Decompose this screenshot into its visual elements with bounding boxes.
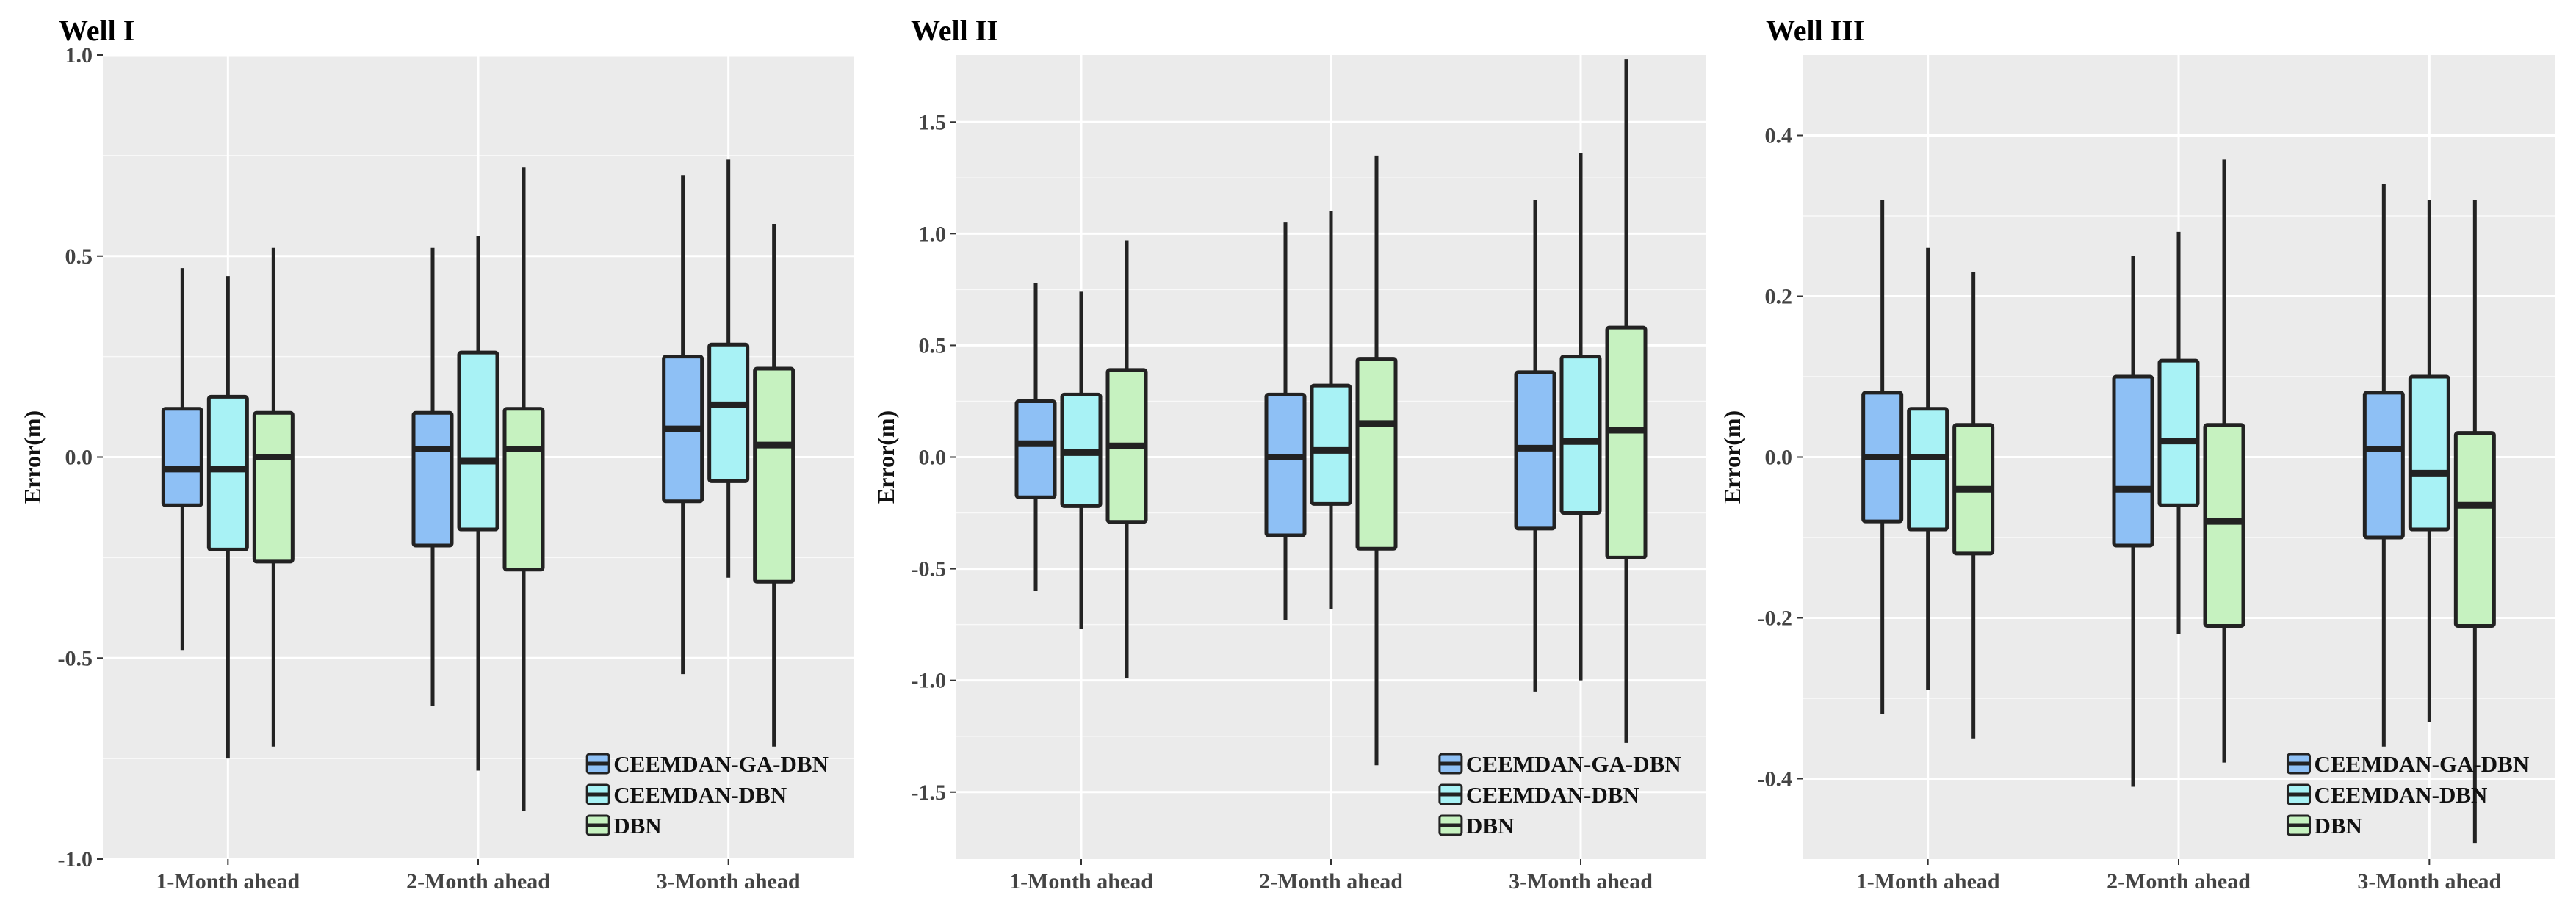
y-tick-label: 1.0 (919, 222, 947, 246)
y-tick-label: -1.5 (912, 780, 947, 805)
panel-title: Well I (59, 14, 134, 47)
box-body (411, 410, 454, 548)
y-tick-label: 0.2 (1765, 285, 1793, 309)
x-tick-label: 1-Month ahead (1856, 869, 2000, 894)
y-tick-label: -0.2 (1758, 606, 1793, 631)
box-ceemdan-ga-dbn-1 (1014, 283, 1057, 591)
x-tick-label: 3-Month ahead (2357, 869, 2501, 894)
box-body (206, 394, 249, 551)
box-ceemdan-ga-dbn-2 (411, 247, 454, 706)
legend-label: CEEMDAN-GA-DBN (2314, 751, 2529, 777)
box-body (457, 350, 499, 532)
box-ceemdan-dbn-3 (1559, 153, 1602, 681)
legend-label: CEEMDAN-DBN (2314, 782, 2487, 808)
box-body (2362, 391, 2405, 540)
panel-2: -1.5 -1.0 -0.5 0.0 0.5 1.0 1.5 1-Month ahead 2-M… (873, 14, 1706, 894)
box-dbn-2 (502, 167, 545, 811)
legend-label: DBN (2314, 813, 2362, 838)
x-tick-label: 2-Month ahead (2107, 869, 2251, 894)
y-tick-label: 0.0 (65, 446, 93, 470)
x-tick-label: 3-Month ahead (657, 869, 801, 894)
legend-label: CEEMDAN-GA-DBN (1466, 751, 1681, 777)
box-dbn-3 (2453, 200, 2496, 844)
y-axis-label: Error(m) (873, 410, 899, 504)
panel-1: -1.0 -0.5 0.0 0.5 1.0 1-Month ahead 2-Month ah… (19, 14, 854, 894)
x-tick-label: 2-Month ahead (1259, 869, 1403, 894)
legend-label: DBN (1466, 813, 1514, 838)
box-ceemdan-ga-dbn-1 (161, 268, 203, 651)
y-tick-label: -0.4 (1758, 767, 1793, 792)
legend-label: CEEMDAN-DBN (1466, 782, 1639, 808)
box-ceemdan-dbn-3 (707, 159, 750, 578)
legend: CEEMDAN-GA-DBN CEEMDAN-DBN DBN (2286, 751, 2529, 838)
box-ceemdan-dbn-1 (1060, 291, 1103, 629)
box-dbn-1 (1952, 272, 1995, 739)
x-tick-label: 1-Month ahead (156, 869, 300, 894)
box-ceemdan-dbn-2 (457, 236, 499, 771)
x-tick-label: 2-Month ahead (406, 869, 550, 894)
box-ceemdan-dbn-2 (2157, 231, 2200, 634)
box-ceemdan-ga-dbn-3 (2362, 184, 2405, 747)
panel-title: Well III (1766, 14, 1864, 47)
y-axis-label: Error(m) (1719, 410, 1745, 504)
box-body (1310, 383, 1352, 506)
box-body (1355, 357, 1398, 551)
box-dbn-1 (1105, 240, 1148, 678)
y-tick-label: -0.5 (912, 557, 947, 582)
y-tick-label: 0.0 (1765, 446, 1793, 470)
y-tick-label: -1.0 (58, 847, 93, 872)
box-body (252, 410, 295, 564)
y-tick-label: 0.5 (65, 245, 93, 269)
y-tick-label: -0.5 (58, 646, 93, 670)
box-body (2453, 431, 2496, 628)
box-ceemdan-dbn-1 (206, 276, 249, 759)
box-dbn-2 (1355, 155, 1398, 766)
legend: CEEMDAN-GA-DBN CEEMDAN-DBN DBN (1438, 751, 1681, 838)
box-dbn-1 (252, 247, 295, 747)
box-body (2112, 374, 2154, 548)
y-tick-label: 0.5 (919, 333, 947, 358)
box-dbn-3 (753, 223, 795, 747)
box-ceemdan-dbn-2 (1310, 211, 1352, 609)
box-body (1264, 392, 1307, 537)
legend-label: DBN (613, 813, 661, 838)
box-ceemdan-dbn-1 (1907, 247, 1949, 691)
box-body (2408, 374, 2450, 532)
legend-label: CEEMDAN-DBN (613, 782, 787, 808)
box-body (1014, 399, 1057, 499)
y-tick-label: 1.5 (919, 110, 947, 134)
box-body (1907, 407, 1949, 532)
legend-label: CEEMDAN-GA-DBN (613, 751, 829, 777)
legend: CEEMDAN-GA-DBN CEEMDAN-DBN DBN (585, 751, 829, 838)
y-tick-label: -1.0 (912, 669, 947, 693)
box-body (1605, 325, 1648, 559)
box-ceemdan-ga-dbn-1 (1861, 200, 1904, 714)
box-ceemdan-ga-dbn-3 (662, 175, 704, 675)
y-axis-label: Error(m) (19, 410, 46, 504)
x-tick-label: 1-Month ahead (1009, 869, 1153, 894)
box-body (2203, 423, 2245, 628)
box-body (753, 366, 795, 584)
box-ceemdan-ga-dbn-2 (1264, 222, 1307, 620)
x-tick-label: 3-Month ahead (1509, 869, 1653, 894)
box-body (1559, 355, 1602, 515)
box-ceemdan-ga-dbn-2 (2112, 256, 2154, 787)
y-tick-label: 0.0 (919, 446, 947, 470)
box-body (2157, 358, 2200, 507)
box-ceemdan-ga-dbn-3 (1514, 200, 1556, 692)
box-body (707, 342, 750, 483)
box-body (502, 407, 545, 572)
panel-title: Well II (911, 14, 998, 47)
y-tick-label: 0.4 (1765, 124, 1793, 148)
box-ceemdan-dbn-3 (2408, 200, 2450, 722)
panel-3: -0.4 -0.2 0.0 0.2 0.4 1-Month ahead 2-Month ah… (1719, 14, 2555, 894)
box-dbn-3 (1605, 59, 1648, 743)
box-dbn-2 (2203, 159, 2245, 763)
y-tick-label: 1.0 (65, 43, 93, 68)
box-body (161, 407, 203, 507)
